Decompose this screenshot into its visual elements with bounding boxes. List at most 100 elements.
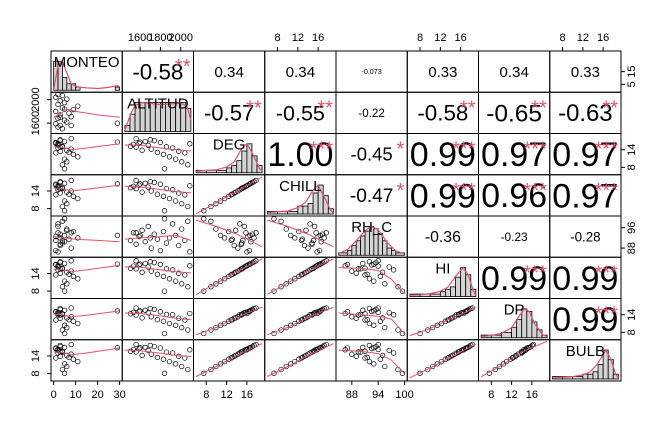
scatter-point — [187, 263, 193, 269]
scatter-point — [201, 330, 207, 337]
scatter-point — [64, 281, 70, 287]
smoother-line — [338, 312, 405, 335]
significance-stars: *** — [595, 304, 619, 326]
scatter-point — [187, 183, 193, 189]
scatter-point — [349, 314, 355, 320]
smoother-line — [53, 236, 120, 243]
scatter-point — [114, 308, 121, 314]
scatter-point — [239, 240, 245, 246]
scatter-point — [55, 310, 61, 317]
tick-label-left: 14 — [30, 350, 42, 362]
scatter-point — [55, 141, 61, 147]
scatter-point — [417, 330, 423, 337]
scatter-point — [353, 270, 359, 276]
scatter-point — [160, 318, 167, 324]
scatter-point — [185, 284, 191, 290]
histogram-bar — [129, 113, 136, 132]
scatter-point — [61, 208, 68, 214]
tick-label-bottom: 30 — [113, 389, 125, 401]
smoother-line — [338, 349, 405, 374]
scatter-point — [430, 324, 436, 331]
scatter-point — [154, 236, 161, 242]
scatter-point — [445, 355, 451, 361]
scatter-point — [66, 191, 72, 197]
scatter-point — [292, 235, 298, 241]
scatter-point — [166, 276, 173, 282]
smoother-line — [409, 307, 477, 337]
scatter-point — [137, 261, 143, 267]
significance-stars: *** — [595, 262, 619, 284]
correlation-value: 0.97 — [552, 136, 618, 174]
scatter-point — [154, 191, 161, 197]
scatter-point — [114, 232, 121, 239]
scatter-point — [244, 310, 250, 317]
scatter-point — [247, 232, 253, 239]
scatter-point — [66, 271, 72, 277]
scatter-point — [142, 260, 148, 267]
significance-stars: *** — [452, 180, 476, 202]
scatter-point — [61, 370, 68, 376]
scatter-point — [379, 352, 386, 359]
scatter-point — [57, 315, 63, 321]
significance-stars: ** — [460, 97, 476, 119]
scatter-point — [161, 208, 168, 214]
scatter-point — [166, 320, 173, 327]
scatter-point — [133, 177, 139, 184]
significance-stars: * — [396, 180, 404, 202]
scatter-point — [237, 221, 243, 227]
scatter-point — [386, 310, 392, 316]
scatter-point — [133, 241, 139, 247]
scatter-point — [366, 276, 373, 282]
scatter-point — [53, 108, 59, 115]
scatter-point — [147, 259, 153, 265]
scatter-point — [59, 366, 66, 373]
significance-stars: ** — [531, 97, 547, 119]
scatter-point — [68, 305, 74, 311]
histogram-bar — [236, 160, 243, 174]
scatter-point — [247, 181, 253, 187]
scatter-point — [75, 195, 81, 202]
scatter-point — [377, 356, 384, 362]
panel-frame — [478, 339, 551, 382]
scatter-point — [147, 305, 153, 312]
scatter-point — [253, 305, 259, 311]
scatter-point — [176, 148, 182, 154]
scatter-point — [133, 258, 139, 264]
scatter-point — [147, 137, 153, 143]
scatter-point — [172, 278, 179, 284]
tick-label-bottom: 0 — [51, 389, 57, 401]
histogram-bar — [377, 233, 384, 256]
scatter-point — [386, 347, 392, 354]
scatter-point — [179, 200, 185, 207]
tick-label-right: 14 — [626, 309, 638, 321]
tick-label-bottom: 20 — [91, 389, 103, 401]
scatter-point — [278, 327, 284, 333]
scatter-point — [127, 237, 134, 244]
scatter-point — [127, 311, 134, 317]
histogram-bar — [465, 274, 472, 297]
tick-label-left: 1600 — [30, 111, 42, 135]
scatter-point — [59, 92, 66, 99]
panel-frame — [50, 298, 123, 341]
scatter-point — [382, 281, 388, 287]
scatter-point — [377, 273, 384, 280]
scatter-point — [278, 284, 284, 290]
scatter-point — [390, 312, 397, 318]
smoother-line — [195, 306, 263, 336]
tick-label-right: 14 — [626, 144, 638, 156]
scatter-point — [57, 342, 63, 349]
tick-label-top: 1600 — [128, 32, 152, 44]
histogram-bar — [587, 373, 594, 380]
scatter-point — [53, 121, 59, 127]
scatter-point — [445, 317, 451, 323]
correlation-value: 0.96 — [481, 177, 547, 215]
scatter-point — [157, 309, 164, 315]
scatter-point — [371, 261, 377, 267]
smoother-line — [124, 234, 192, 241]
tick-label-bottom: 10 — [70, 389, 82, 401]
correlation-value: 0.99 — [481, 260, 547, 298]
scatter-point — [500, 361, 507, 367]
smoother-line — [53, 108, 120, 118]
tick-label-top: 16 — [597, 32, 609, 44]
tick-label-right: 88 — [626, 242, 638, 254]
